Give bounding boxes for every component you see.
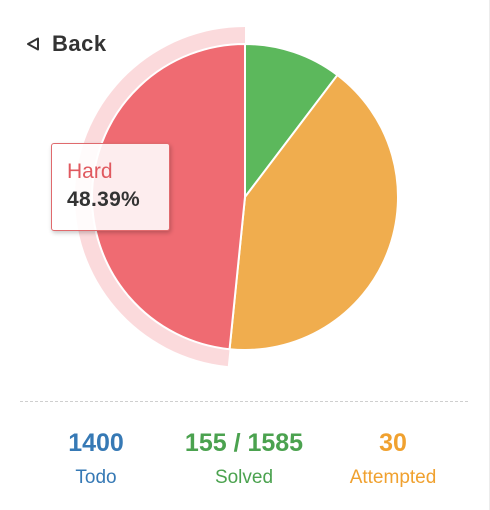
attempted-label: Attempted [349, 467, 437, 488]
attempted-count: 30 [379, 429, 407, 457]
solved-count: 155 / 1585 [184, 429, 304, 457]
pie-slice-easy[interactable] [244, 43, 339, 198]
solved-label: Solved [214, 467, 274, 488]
back-button[interactable]: Back [26, 30, 107, 58]
todo-count: 1400 [68, 429, 124, 457]
chart-tooltip: Hard 48.39% [51, 143, 170, 231]
todo-label: Todo [75, 467, 117, 488]
stat-todo[interactable]: 1400 Todo [68, 424, 124, 492]
back-triangle-icon [26, 37, 40, 51]
tooltip-label: Hard [67, 160, 113, 183]
stat-solved[interactable]: 155 / 1585 Solved [185, 424, 303, 492]
tooltip-value: 48.39% [67, 188, 141, 211]
divider [20, 401, 468, 402]
pie-slice-medium[interactable] [228, 74, 399, 351]
stat-attempted[interactable]: 30 Attempted [350, 424, 437, 492]
back-label: Back [52, 31, 107, 56]
